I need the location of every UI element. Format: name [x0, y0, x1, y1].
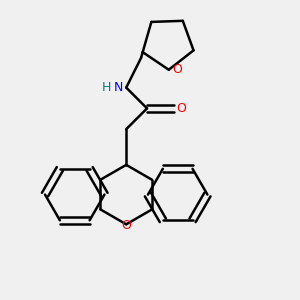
Text: H: H — [102, 81, 112, 94]
Text: O: O — [176, 102, 186, 115]
Text: O: O — [173, 63, 183, 76]
Text: N: N — [114, 81, 124, 94]
Text: O: O — [121, 219, 131, 232]
